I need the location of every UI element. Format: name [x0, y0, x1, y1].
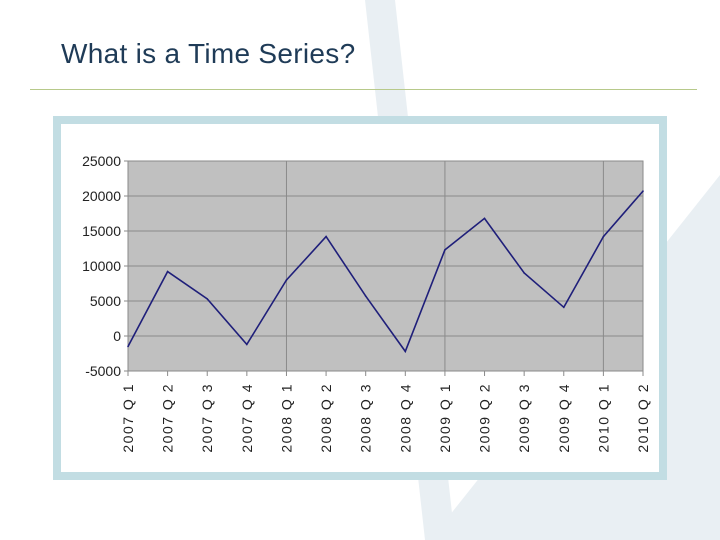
x-tick-label: 2009 Q 2 [477, 383, 493, 453]
y-tick-label: 5000 [90, 293, 121, 309]
y-tick-label: 25000 [82, 153, 121, 169]
data-point [325, 235, 327, 238]
x-tick-label: 2007 Q 2 [160, 383, 176, 453]
time-series-chart: -5000 0 5000 10000 15000 20000 25000 2007 Q 1 20… [82, 153, 651, 453]
x-tick-label: 2008 Q 2 [318, 383, 334, 453]
data-point [523, 272, 525, 274]
x-tick-label: 2008 Q 3 [358, 383, 374, 453]
data-point [364, 295, 367, 297]
x-tick-label: 2010 Q 2 [635, 383, 651, 453]
x-tick-label: 2009 Q 3 [516, 383, 532, 453]
data-point [444, 249, 446, 251]
data-point [285, 279, 288, 281]
y-tick-label: 10000 [82, 258, 121, 274]
x-tick-label: 2007 Q 1 [120, 383, 136, 453]
x-tick-label: 2010 Q 1 [595, 383, 611, 453]
data-point [562, 306, 565, 309]
data-point [206, 298, 209, 300]
x-tick-label: 2009 Q 1 [437, 383, 453, 453]
data-point [602, 235, 605, 238]
x-tick-label: 2007 Q 4 [239, 383, 255, 453]
y-tick-label: 20000 [82, 188, 121, 204]
x-tick-label: 2007 Q 3 [199, 383, 215, 453]
chart-area: -5000 0 5000 10000 15000 20000 25000 2007 Q 1 20… [61, 124, 659, 472]
x-tick-label: 2008 Q 4 [397, 383, 413, 453]
chart-frame: -5000 0 5000 10000 15000 20000 25000 2007 Q 1 20… [53, 116, 667, 480]
data-point [127, 345, 129, 348]
data-point [642, 190, 644, 192]
y-tick-label: -5000 [85, 363, 121, 379]
data-point [404, 350, 407, 353]
slide-title: What is a Time Series? [61, 38, 356, 69]
y-tick-label: 0 [113, 328, 121, 344]
series-line [127, 190, 644, 354]
x-tick-label: 2008 Q 1 [278, 383, 294, 453]
data-point [166, 270, 169, 273]
x-tick-label: 2009 Q 4 [556, 383, 572, 453]
data-point [483, 217, 486, 220]
data-point [246, 343, 248, 346]
y-tick-label: 15000 [82, 223, 121, 239]
title-divider [30, 89, 697, 90]
